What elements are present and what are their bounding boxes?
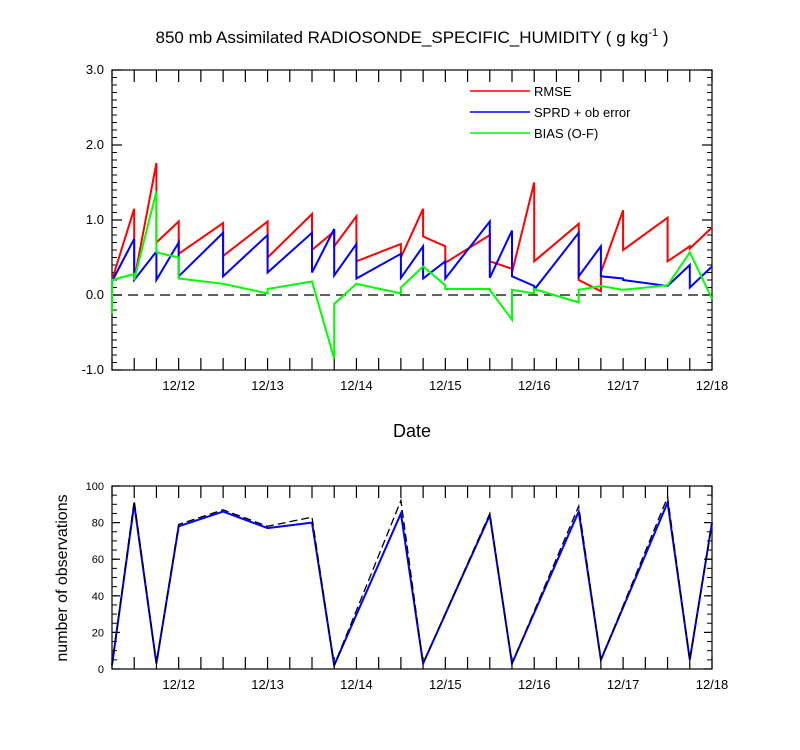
series-line-rmse	[111, 162, 713, 293]
x-tick-label: 12/18	[696, 378, 729, 393]
bottom-panel: 0 20 40 60 80 100 12/12 12/13 12/14 12/15 12/16 12…	[54, 481, 728, 692]
top-series	[111, 162, 713, 360]
y-tick-label: 2.0	[86, 137, 104, 152]
x-tick-label: 12/16	[518, 378, 551, 393]
x-tick-label: 12/17	[607, 677, 640, 692]
series-line-observations-possible	[111, 494, 713, 668]
y-tick-label: 80	[92, 518, 104, 530]
y-axis-label-observations: number of observations	[54, 494, 71, 661]
bottom-minor-ticks	[112, 485, 712, 670]
y-tick-label: 0	[98, 664, 104, 676]
y-tick-label: 40	[92, 591, 104, 603]
legend: RMSE SPRD + ob error BIAS (O-F)	[470, 84, 631, 141]
bottom-plot-frame	[111, 485, 713, 670]
x-tick-label: 12/15	[429, 677, 462, 692]
x-tick-label: 12/15	[429, 378, 462, 393]
y-tick-label: 100	[86, 481, 104, 493]
x-tick-label: 12/13	[251, 378, 284, 393]
x-tick-label: 12/12	[162, 378, 195, 393]
series-line-bias-o-f	[111, 191, 713, 360]
legend-label-rmse: RMSE	[534, 84, 572, 99]
legend-label-bias: BIAS (O-F)	[534, 126, 598, 141]
y-tick-label: 1.0	[86, 212, 104, 227]
legend-label-sprd: SPRD + ob error	[534, 105, 631, 120]
series-line-sprd-ob-error	[111, 218, 713, 293]
x-tick-label: 12/13	[251, 677, 284, 692]
top-x-ticks: 12/12 12/13 12/14 12/15 12/16 12/17 12/18	[111, 70, 729, 393]
y-tick-label: -1.0	[82, 362, 104, 377]
top-panel: -1.00.01.02.03.0 12/12 12/13 12/14 12/15 12/…	[82, 62, 729, 441]
chart-title: 850 mb Assimilated RADIOSONDE_SPECIFIC_H…	[156, 27, 669, 47]
x-tick-label: 12/18	[696, 677, 729, 692]
bottom-y-ticks: 0 20 40 60 80 100	[86, 481, 712, 676]
bottom-series	[111, 494, 713, 669]
y-tick-label: 3.0	[86, 62, 104, 77]
top-y-ticks: -1.0 0.0 1.0 2.0 3.0	[82, 62, 712, 377]
x-tick-label: 12/14	[340, 378, 373, 393]
x-tick-label: 12/12	[162, 677, 195, 692]
y-tick-label: 60	[92, 554, 104, 566]
x-axis-label: Date	[393, 421, 431, 441]
x-tick-label: 12/16	[518, 677, 551, 692]
y-tick-label: 20	[92, 627, 104, 639]
y-tick-label: 0.0	[86, 287, 104, 302]
x-tick-label: 12/17	[607, 378, 640, 393]
x-tick-label: 12/14	[340, 677, 373, 692]
